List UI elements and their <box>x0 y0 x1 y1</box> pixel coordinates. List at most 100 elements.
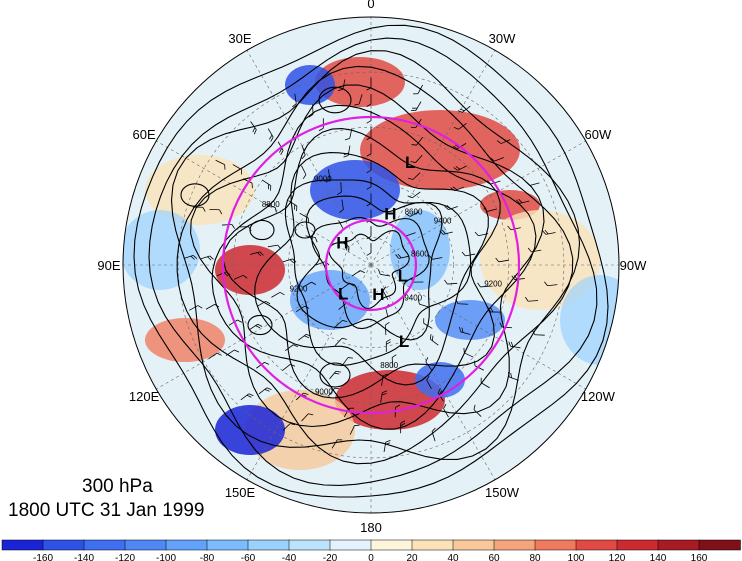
lon-label: 60E <box>133 127 156 142</box>
wind-barb <box>285 344 299 352</box>
contour-value-label: 8600 <box>411 249 429 258</box>
wind-barb <box>267 128 274 142</box>
wind-barb <box>301 413 314 422</box>
colorbar-swatch <box>370 539 413 551</box>
wind-barb <box>443 404 449 418</box>
meridian-line <box>246 50 372 266</box>
wind-barb <box>423 318 433 329</box>
closed-contour <box>247 314 273 336</box>
colorbar-tick-label: -160 <box>33 553 53 561</box>
wind-barb <box>426 375 432 390</box>
wind-barb <box>384 322 390 336</box>
lon-label: 60W <box>585 127 612 142</box>
wind-barb <box>249 323 263 331</box>
wind-barb <box>240 393 254 401</box>
wind-barb <box>381 373 388 386</box>
wind-barb <box>431 427 436 442</box>
height-contour <box>148 37 598 486</box>
colorbar: -160 -140 -120 -100 -80 -60 -40 -20 0 20 40 60 80 100… <box>1 539 741 561</box>
colorbar-tick-label: 160 <box>691 553 708 561</box>
contour-value-label: 8800 <box>380 361 398 370</box>
wind-barb <box>487 307 501 313</box>
wind-barb <box>366 160 372 174</box>
wind-barb <box>215 159 226 170</box>
colorbar-swatch <box>288 539 331 551</box>
wind-barb <box>298 333 312 341</box>
wind-barb <box>340 240 350 252</box>
wind-barb <box>250 251 264 257</box>
colorbar-swatch <box>124 539 167 551</box>
wind-barb <box>395 253 409 259</box>
wind-barb <box>407 191 421 199</box>
wind-barb <box>508 341 521 349</box>
wind-barb <box>515 198 530 204</box>
wind-barb <box>337 79 346 92</box>
wind-barb <box>405 211 420 217</box>
colorbar-tick-label: 140 <box>650 553 667 561</box>
wind-barb <box>216 271 231 277</box>
wind-barb <box>301 145 306 160</box>
closed-contour <box>249 219 275 241</box>
jet-circle-outer <box>221 115 521 415</box>
wind-barb <box>325 169 331 183</box>
wind-barb <box>496 139 511 144</box>
wind-barb <box>366 143 372 157</box>
wind-barb <box>527 247 542 253</box>
colorbar-swatch <box>247 539 290 551</box>
wind-barb <box>366 193 372 207</box>
wind-barb <box>382 286 389 300</box>
latitude-circle <box>343 237 399 293</box>
closed-contour <box>319 362 351 388</box>
colorbar-tick-label: 0 <box>368 553 374 561</box>
wind-barb <box>411 101 422 111</box>
wind-barb <box>351 270 365 277</box>
wind-barb <box>366 176 372 190</box>
colorbar-tick-label: 20 <box>406 553 418 561</box>
meridian-line <box>370 140 586 266</box>
wind-barb <box>410 154 423 163</box>
wind-barb <box>366 110 372 124</box>
wind-barb <box>380 390 388 403</box>
wind-barb <box>250 121 257 135</box>
height-contour <box>170 50 581 460</box>
contour-value-label: 9400 <box>434 217 452 226</box>
colorbar-tick-label: -100 <box>156 553 176 561</box>
wind-barb <box>331 439 343 449</box>
wind-barb <box>542 229 556 235</box>
height-contour <box>254 152 489 386</box>
wind-barb <box>366 127 372 141</box>
meridian-line <box>370 264 496 480</box>
colorbar-tick-label: 60 <box>488 553 500 561</box>
wind-barb <box>208 352 222 360</box>
wind-barb <box>343 145 351 158</box>
wind-barb <box>238 226 252 232</box>
colorbar-swatch <box>206 539 249 551</box>
height-contour <box>284 179 472 366</box>
wind-barb <box>336 182 342 196</box>
height-contour <box>176 65 574 465</box>
wind-barb <box>192 206 206 212</box>
lon-label: 120W <box>581 389 616 404</box>
lon-label: 120E <box>129 389 160 404</box>
closed-contour <box>180 183 210 207</box>
height-contour <box>190 84 545 428</box>
wind-barb <box>366 242 372 256</box>
wind-barb <box>344 128 353 141</box>
lon-label: 0 <box>367 0 374 11</box>
contour-value-label: 9200 <box>484 280 502 289</box>
colorbar-swatch <box>616 539 659 551</box>
wind-barb <box>525 296 539 302</box>
wind-barb <box>256 300 271 307</box>
wind-barb <box>459 326 471 335</box>
lon-label: 150E <box>225 485 256 500</box>
colorbar-tick-label: -40 <box>282 553 297 561</box>
height-contour <box>211 104 537 430</box>
contour-value-label: 9000 <box>314 174 332 183</box>
wind-barb <box>444 205 458 210</box>
wind-barb <box>339 199 344 213</box>
lon-label: 30W <box>489 31 516 46</box>
wind-barb <box>232 164 242 175</box>
wind-barb <box>188 305 203 311</box>
wind-barb <box>477 282 491 288</box>
contour-value-label: 9200 <box>290 284 308 293</box>
